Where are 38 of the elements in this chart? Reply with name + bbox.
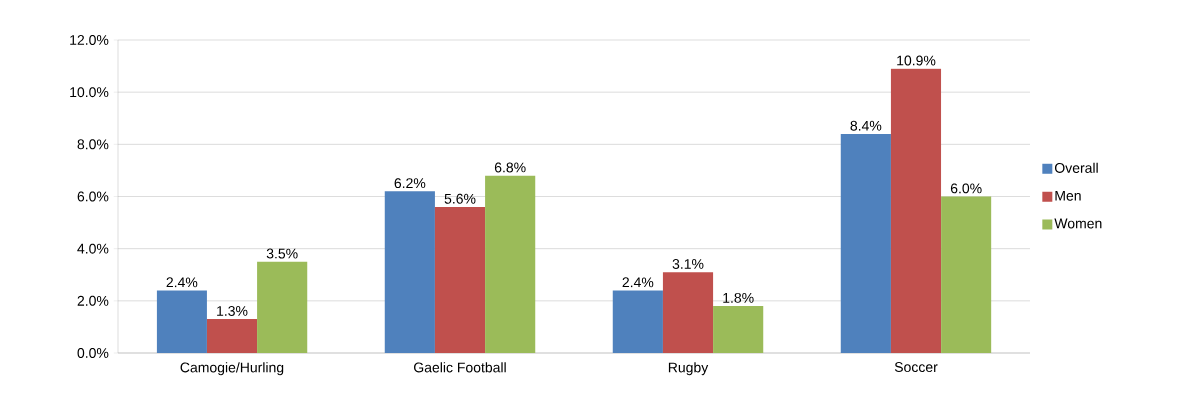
data-label: 3.5% [266,248,298,259]
x-tick-label: Soccer [894,362,938,373]
bar [941,196,992,353]
legend-label: Men [1055,190,1081,201]
bar [257,261,308,353]
data-label: 10.9% [897,55,936,66]
data-label: 6.2% [394,178,426,189]
data-label: 1.8% [723,292,754,303]
y-tick-label: 12.0% [70,35,109,45]
legend-label: Women [1054,218,1102,229]
data-label: 8.4% [850,120,882,131]
data-label: 3.1% [672,259,704,269]
bar [485,175,536,353]
y-tick-label: 4.0% [77,243,109,254]
x-tick-label: Camogie/Hurling [180,362,284,376]
data-label: 6.0% [950,183,982,194]
data-label: 6.8% [494,162,526,173]
bar [662,272,714,353]
bar [612,290,663,353]
y-tick-label: 6.0% [77,191,109,202]
bar [840,133,891,353]
data-label: 2.4% [166,277,198,288]
bar [156,290,207,353]
data-label: 1.3% [217,305,248,316]
bar [890,68,942,353]
x-tick-label: Rugby [668,362,709,376]
y-tick-label: 8.0% [77,139,109,150]
data-label: 2.4% [622,277,654,288]
y-tick-label: 0.0% [77,348,109,358]
legend-label: Overall [1054,162,1098,173]
y-tick-label: 10.0% [70,87,109,98]
bar [206,319,258,353]
bar [434,206,486,353]
x-tick-label: Gaelic Football [414,362,506,373]
bar [384,191,435,353]
data-label: 5.6% [444,193,476,204]
bar [713,306,764,353]
y-tick-label: 2.0% [77,295,109,306]
